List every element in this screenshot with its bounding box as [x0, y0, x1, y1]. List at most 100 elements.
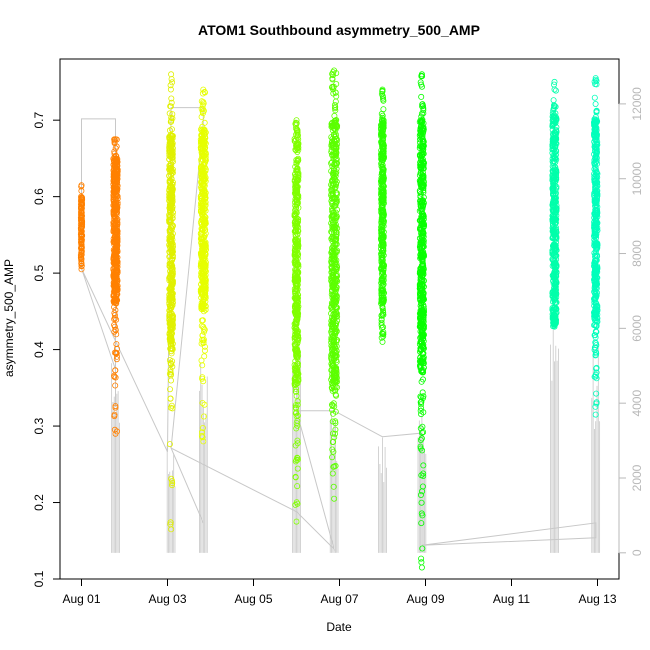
data-point-max: [379, 86, 386, 93]
data-point: [378, 169, 385, 176]
data-point-min: [379, 338, 386, 345]
data-point: [114, 297, 121, 304]
data-point: [329, 454, 336, 461]
data-point: [593, 270, 600, 277]
data-point: [293, 275, 300, 282]
data-point: [330, 90, 337, 97]
data-point: [168, 267, 175, 274]
data-point: [594, 311, 601, 318]
data-point: [378, 226, 385, 233]
data-point: [420, 177, 427, 184]
data-point: [378, 163, 385, 170]
data-point: [420, 187, 427, 194]
secondary-y-axis: 0 2000 4000 6000 8000 10000 12000: [618, 87, 644, 556]
data-point: [333, 347, 340, 354]
data-point: [169, 480, 176, 487]
data-point: [111, 309, 118, 316]
data-point: [169, 222, 176, 229]
data-point: [168, 482, 175, 489]
data-point: [167, 103, 174, 110]
data-point: [295, 336, 302, 343]
data-point: [418, 151, 425, 158]
data-point: [167, 131, 174, 138]
data-point: [201, 343, 208, 350]
data-point: [379, 88, 386, 95]
data-point: [331, 328, 338, 335]
data-point: [419, 281, 426, 288]
data-point: [112, 327, 119, 334]
data-point: [420, 470, 427, 477]
data-point: [418, 81, 425, 88]
data-point: [78, 217, 85, 224]
data-point: [201, 220, 208, 227]
data-point: [201, 134, 208, 141]
data-point: [167, 366, 174, 373]
data-point: [592, 294, 599, 301]
data-point: [78, 193, 85, 200]
data-point: [168, 190, 175, 197]
data-point: [332, 372, 339, 379]
data-point: [198, 294, 205, 301]
data-point: [166, 299, 173, 306]
data-point: [418, 93, 425, 100]
data-point: [551, 103, 558, 110]
data-point: [549, 262, 556, 269]
data-point: [168, 114, 175, 121]
data-point: [200, 107, 207, 114]
data-point: [291, 176, 298, 183]
data-point: [417, 159, 424, 166]
data-point: [550, 184, 557, 191]
data-point: [294, 157, 301, 164]
data-point: [292, 125, 299, 132]
data-point: [419, 116, 426, 123]
data-point: [201, 119, 208, 126]
data-point: [593, 300, 600, 307]
data-point-min: [78, 266, 85, 273]
data-point: [592, 186, 599, 193]
data-point: [167, 305, 174, 312]
data-point: [592, 188, 599, 195]
data-point: [419, 251, 426, 258]
data-point: [378, 231, 385, 238]
data-point-min: [168, 526, 175, 533]
data-point: [417, 324, 424, 331]
data-point: [168, 247, 175, 254]
data-point: [549, 167, 556, 174]
data-point: [593, 206, 600, 213]
data-point: [199, 265, 206, 272]
data-point: [591, 116, 598, 123]
data-point: [169, 280, 176, 287]
data-point: [199, 166, 206, 173]
data-point: [378, 324, 385, 331]
data-point: [294, 437, 301, 444]
data-point-min: [592, 411, 599, 418]
data-point: [380, 277, 387, 284]
data-point: [295, 146, 302, 153]
data-point: [418, 356, 425, 363]
data-point: [78, 201, 85, 208]
data-point: [380, 106, 387, 113]
data-point: [199, 102, 206, 109]
data-point: [110, 266, 117, 273]
data-point: [329, 72, 336, 79]
data-point: [294, 140, 301, 147]
data-point: [169, 115, 176, 122]
data-point: [334, 317, 341, 324]
y-axis-label: asymmetry_500_AMP: [2, 259, 16, 377]
data-point: [168, 271, 175, 278]
data-point: [593, 231, 600, 238]
data-point: [417, 165, 424, 172]
data-point: [292, 367, 299, 374]
data-point: [328, 367, 335, 374]
data-point: [418, 119, 425, 126]
data-point: [293, 388, 300, 395]
data-point: [166, 219, 173, 226]
data-point: [166, 229, 173, 236]
data-point: [200, 328, 207, 335]
data-point: [328, 328, 335, 335]
data-point: [330, 155, 337, 162]
data-point: [202, 218, 209, 225]
data-point: [293, 244, 300, 251]
data-point: [78, 260, 85, 267]
data-point: [167, 164, 174, 171]
